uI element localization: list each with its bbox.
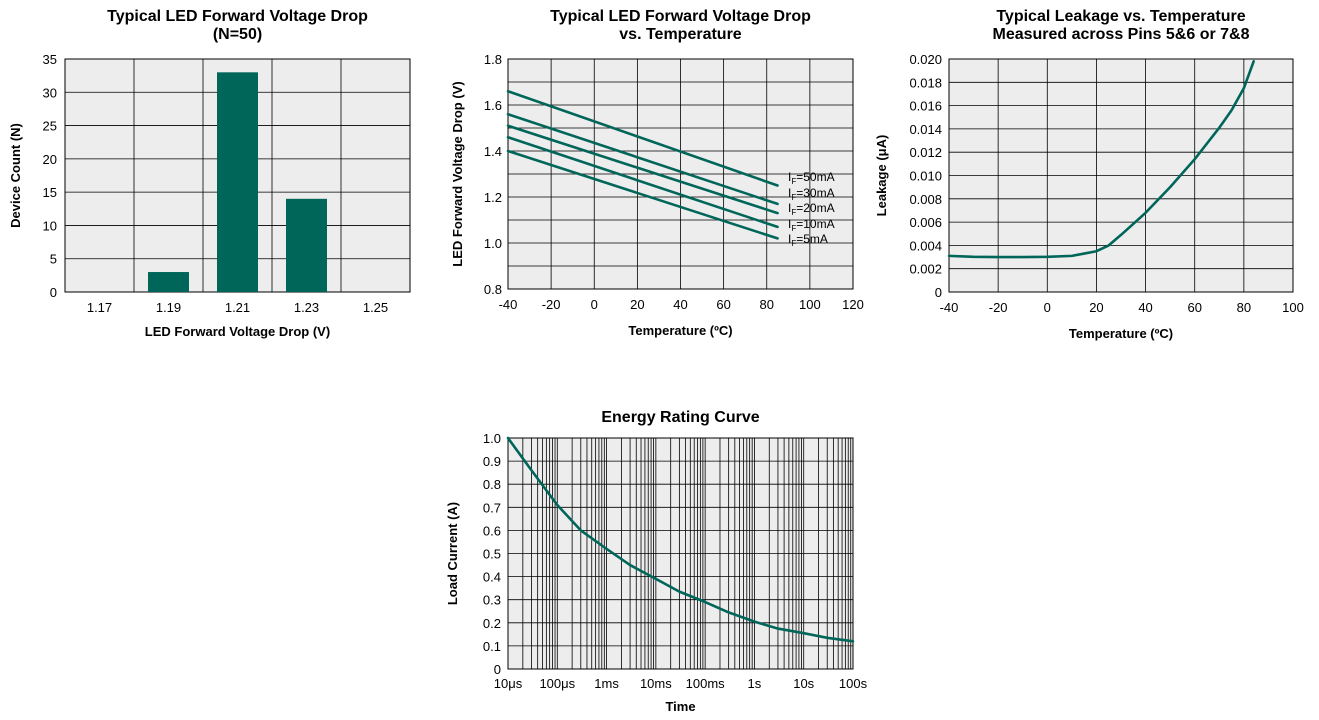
chart4-x-tick-label: 1s — [748, 676, 762, 691]
chart2-y-tick-label: 0.8 — [484, 282, 502, 297]
chart1-bar — [286, 198, 327, 292]
chart2-series-annotation: IF=30mA — [788, 186, 835, 202]
chart1-x-tick-label: 1.19 — [156, 300, 181, 315]
chart1-y-tick-label: 30 — [43, 85, 57, 100]
chart4-y-tick-label: 0 — [494, 662, 501, 677]
chart2-x-tick-label: 0 — [591, 297, 598, 312]
chart2-x-tick-label: 80 — [760, 297, 774, 312]
chart4-x-tick-label: 1ms — [594, 676, 619, 691]
chart1-y-tick-label: 0 — [50, 285, 57, 300]
chart3-y-tick-label: 0.020 — [909, 52, 942, 67]
chart1-y-tick-label: 10 — [43, 218, 57, 233]
chart2-x-tick-label: 20 — [630, 297, 644, 312]
chart3-subtitle: Measured across Pins 5&6 or 7&8 — [992, 26, 1249, 43]
chart2-series-annotation: IF=5mA — [788, 232, 828, 248]
chart3-x-tick-label: -40 — [940, 300, 959, 315]
chart4-x-axis-label: Time — [665, 699, 695, 714]
chart2-y-tick-label: 1.4 — [484, 144, 502, 159]
chart2-series-line — [506, 89, 779, 187]
chart2-x-tick-label: 40 — [673, 297, 687, 312]
chart4-series-line — [506, 436, 855, 643]
chart1-x-axis-label: LED Forward Voltage Drop (V) — [145, 324, 330, 339]
chart3-y-tick-label: 0.008 — [909, 192, 942, 207]
chart1-y-axis-label: Device Count (N) — [8, 123, 23, 228]
chart2-y-tick-label: 1.2 — [484, 190, 502, 205]
chart4-x-tick-label: 10s — [793, 676, 814, 691]
chart3-series-line — [947, 60, 1255, 259]
chart3-y-tick-label: 0.004 — [909, 238, 942, 253]
chart2-x-axis-label: Temperature (ºC) — [628, 323, 732, 338]
chart4-y-tick-label: 0.5 — [483, 547, 501, 562]
chart2-x-tick-label: 60 — [716, 297, 730, 312]
chart3-x-tick-label: 80 — [1237, 300, 1251, 315]
chart4-title: Energy Rating Curve — [601, 409, 759, 426]
chart4-x-tick-label: 100s — [839, 676, 868, 691]
chart4-x-tick-label: 100ms — [686, 676, 726, 691]
chart2-y-axis-label: LED Forward Voltage Drop (V) — [450, 81, 465, 266]
chart4-x-tick-label: 100μs — [539, 676, 575, 691]
chart2-series-line — [506, 149, 779, 240]
chart2-x-tick-label: -20 — [542, 297, 561, 312]
chart1-title: Typical LED Forward Voltage Drop — [107, 8, 368, 25]
chart4-y-tick-label: 0.8 — [483, 477, 501, 492]
chart3-y-tick-label: 0 — [935, 285, 942, 300]
chart2-series-line — [506, 135, 779, 229]
chart2-series-annotation: IF=10mA — [788, 217, 835, 233]
chart1-y-tick-label: 25 — [43, 119, 57, 134]
chart3-y-tick-label: 0.002 — [909, 262, 942, 277]
chart3-x-tick-label: 100 — [1282, 300, 1304, 315]
chart3-y-axis-label: Leakage (μA) — [874, 135, 889, 217]
chart2-x-tick-label: 100 — [799, 297, 821, 312]
chart4-y-tick-label: 0.9 — [483, 454, 501, 469]
chart2-y-tick-label: 1.6 — [484, 98, 502, 113]
chart2-series-annotation: IF=20mA — [788, 201, 835, 217]
chart4-x-tick-label: 10ms — [640, 676, 672, 691]
chart3-x-axis-label: Temperature (ºC) — [1069, 326, 1173, 341]
chart2-subtitle: vs. Temperature — [619, 26, 742, 43]
chart1-x-tick-label: 1.25 — [363, 300, 388, 315]
chart4-y-tick-label: 0.7 — [483, 500, 501, 515]
chart1-y-tick-label: 35 — [43, 52, 57, 67]
chart3-y-tick-label: 0.006 — [909, 215, 942, 230]
chart4-y-tick-label: 0.6 — [483, 523, 501, 538]
chart1-y-tick-label: 5 — [50, 252, 57, 267]
chart2-series-annotation: IF=50mA — [788, 170, 835, 186]
chart3-x-tick-label: 20 — [1089, 300, 1103, 315]
chart3-y-tick-label: 0.012 — [909, 145, 942, 160]
chart4-y-tick-label: 0.2 — [483, 616, 501, 631]
chart1-y-tick-label: 15 — [43, 185, 57, 200]
chart1-bar — [217, 72, 258, 292]
chart2-x-tick-label: -40 — [499, 297, 518, 312]
chart1-x-tick-label: 1.23 — [294, 300, 319, 315]
chart2-title: Typical LED Forward Voltage Drop — [550, 8, 811, 25]
chart3-x-tick-label: 40 — [1138, 300, 1152, 315]
chart3-title: Typical Leakage vs. Temperature — [996, 8, 1245, 25]
chart3-y-tick-label: 0.018 — [909, 75, 942, 90]
chart3-x-tick-label: -20 — [989, 300, 1008, 315]
chart2-x-tick-label: 120 — [842, 297, 864, 312]
chart4-x-tick-label: 10μs — [494, 676, 523, 691]
chart3-y-tick-label: 0.016 — [909, 99, 942, 114]
chart1-x-tick-label: 1.17 — [87, 300, 112, 315]
chart1-x-tick-label: 1.21 — [225, 300, 250, 315]
chart3-y-tick-label: 0.010 — [909, 169, 942, 184]
chart3-x-tick-label: 60 — [1187, 300, 1201, 315]
chart1-y-tick-label: 20 — [43, 152, 57, 167]
chart2-series-line — [506, 112, 779, 206]
chart4-y-tick-label: 1.0 — [483, 431, 501, 446]
chart2-y-tick-label: 1.0 — [484, 236, 502, 251]
chart4-y-tick-label: 0.1 — [483, 639, 501, 654]
chart1-bar — [148, 272, 189, 292]
chart4-y-tick-label: 0.4 — [483, 570, 501, 585]
chart3-x-tick-label: 0 — [1044, 300, 1051, 315]
chart4-y-axis-label: Load Current (A) — [445, 502, 460, 605]
chart2-series-line — [506, 124, 779, 215]
chart4-y-tick-label: 0.3 — [483, 593, 501, 608]
chart1-subtitle: (N=50) — [213, 26, 262, 43]
chart3-y-tick-label: 0.014 — [909, 122, 942, 137]
chart2-y-tick-label: 1.8 — [484, 52, 502, 67]
